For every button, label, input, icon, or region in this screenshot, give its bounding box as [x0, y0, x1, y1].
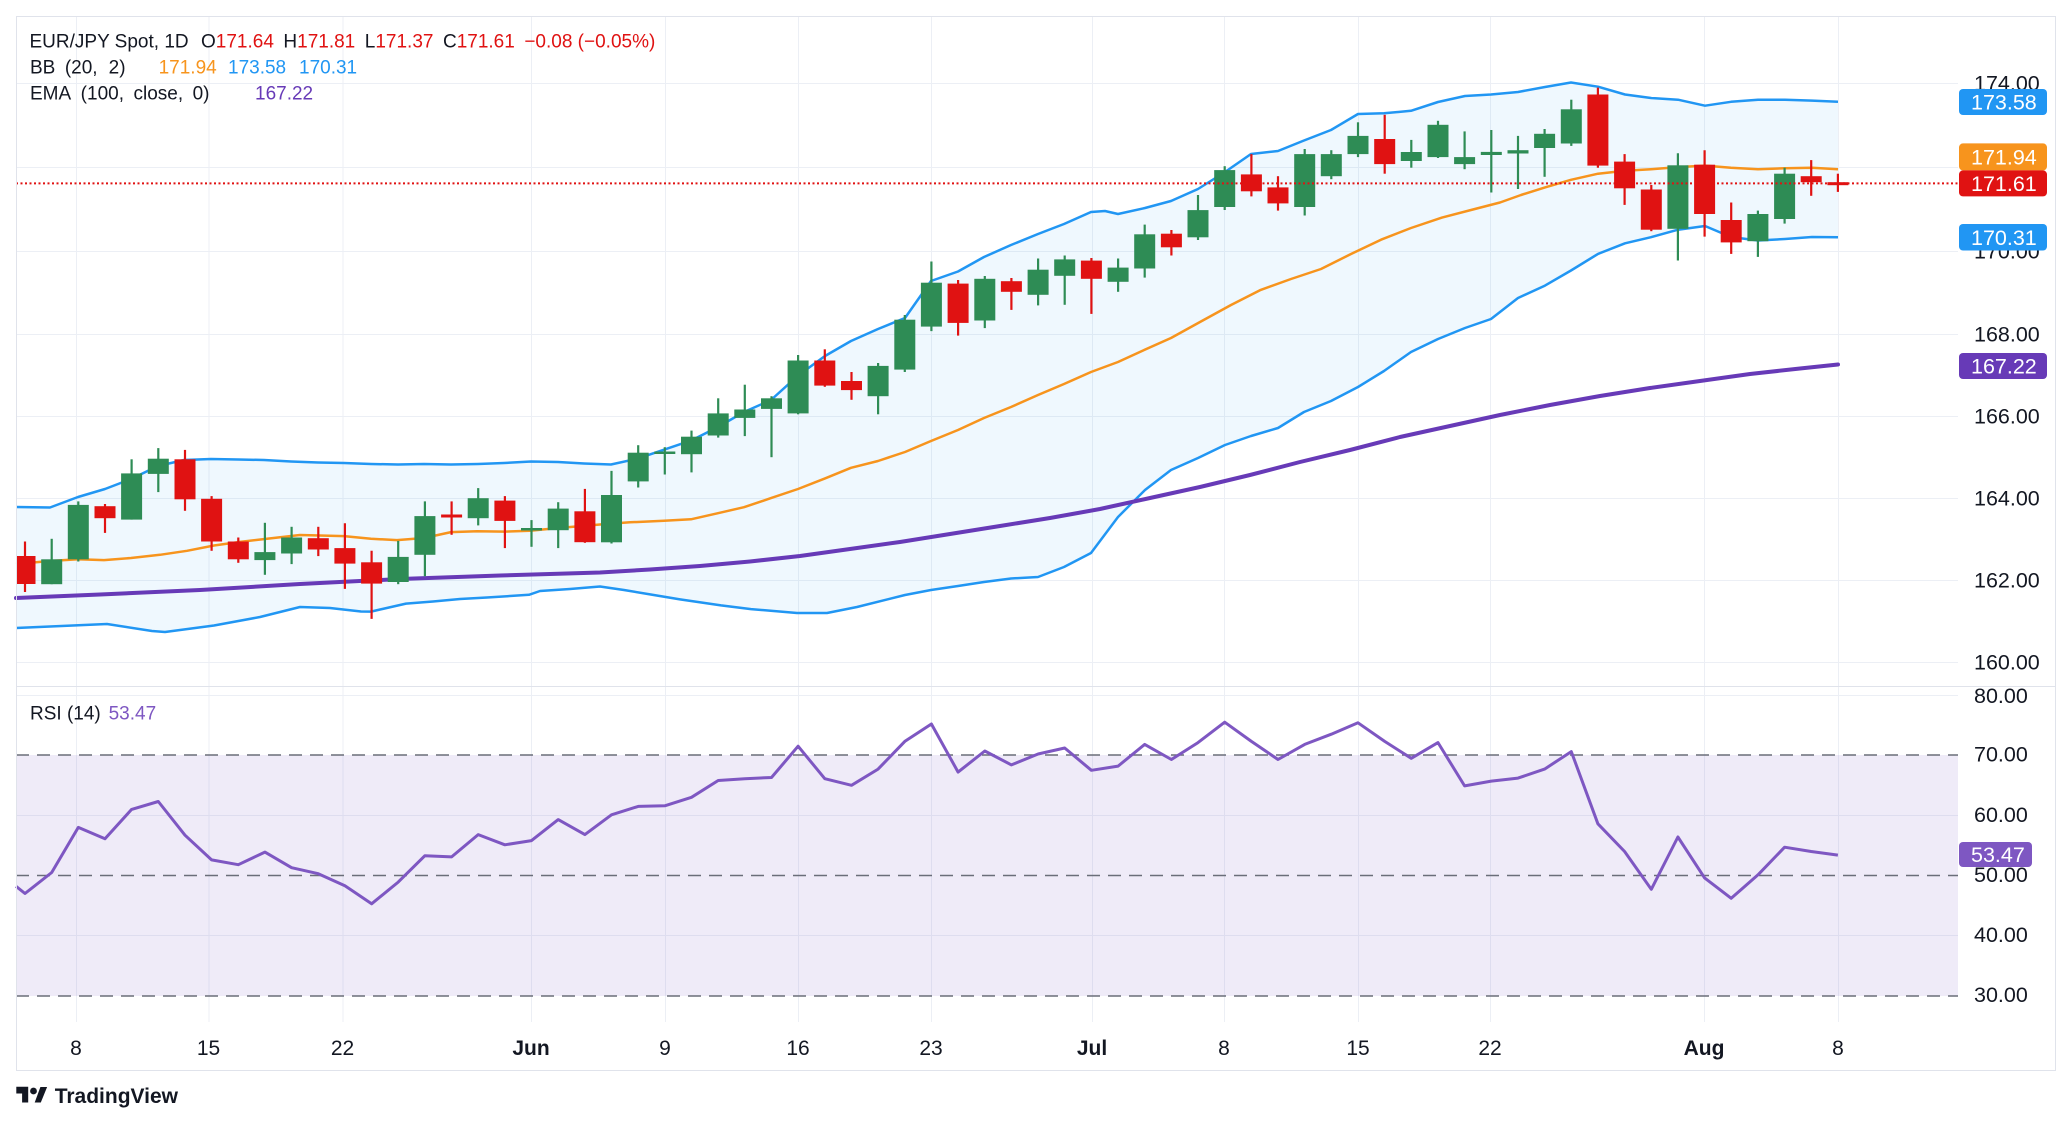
svg-text:BB (20, 2): BB (20, 2) [30, 58, 126, 79]
svg-text:Aug: Aug [1684, 1037, 1725, 1060]
svg-text:16: 16 [786, 1037, 809, 1060]
svg-text:162.00: 162.00 [1974, 569, 2040, 593]
svg-text:168.00: 168.00 [1974, 323, 2040, 347]
svg-text:171.61: 171.61 [1971, 172, 2037, 196]
svg-text:171.94: 171.94 [159, 58, 218, 79]
svg-text:164.00: 164.00 [1974, 487, 2040, 511]
svg-text:23: 23 [919, 1037, 942, 1060]
svg-text:50.00: 50.00 [1974, 863, 2028, 887]
svg-text:15: 15 [197, 1037, 220, 1060]
svg-text:O171.64 H171.81 L171.37 C171.6: O171.64 H171.81 L171.37 C171.61 −0.08 (−… [201, 32, 655, 53]
svg-text:170.31: 170.31 [299, 58, 357, 79]
svg-text:167.22: 167.22 [1971, 355, 2037, 379]
svg-text:60.00: 60.00 [1974, 803, 2028, 827]
svg-text:70.00: 70.00 [1974, 743, 2028, 767]
svg-text:40.00: 40.00 [1974, 923, 2028, 947]
svg-text:RSI (14): RSI (14) [30, 704, 101, 725]
svg-text:53.47: 53.47 [1971, 843, 2025, 867]
svg-text:15: 15 [1346, 1037, 1369, 1060]
svg-text:Jul: Jul [1077, 1037, 1107, 1060]
svg-text:8: 8 [1832, 1037, 1844, 1060]
svg-text:Jun: Jun [512, 1037, 549, 1060]
svg-text:80.00: 80.00 [1974, 684, 2028, 708]
svg-text:EMA (100, close, 0): EMA (100, close, 0) [30, 84, 210, 105]
svg-text:22: 22 [1478, 1037, 1501, 1060]
svg-text:171.94: 171.94 [1971, 146, 2037, 170]
svg-text:8: 8 [70, 1037, 82, 1060]
svg-text:173.58: 173.58 [228, 58, 286, 79]
svg-text:173.58: 173.58 [1971, 91, 2037, 115]
svg-text:167.22: 167.22 [255, 84, 313, 105]
svg-text:22: 22 [331, 1037, 354, 1060]
svg-text:30.00: 30.00 [1974, 983, 2028, 1007]
svg-text:170.31: 170.31 [1971, 226, 2037, 250]
svg-text:166.00: 166.00 [1974, 405, 2040, 429]
svg-text:8: 8 [1218, 1037, 1230, 1060]
svg-text:9: 9 [659, 1037, 671, 1060]
svg-text:53.47: 53.47 [109, 704, 157, 725]
svg-text:TradingView: TradingView [55, 1085, 179, 1108]
svg-text:EUR/JPY Spot, 1D: EUR/JPY Spot, 1D [30, 32, 189, 53]
svg-text:160.00: 160.00 [1974, 651, 2040, 675]
